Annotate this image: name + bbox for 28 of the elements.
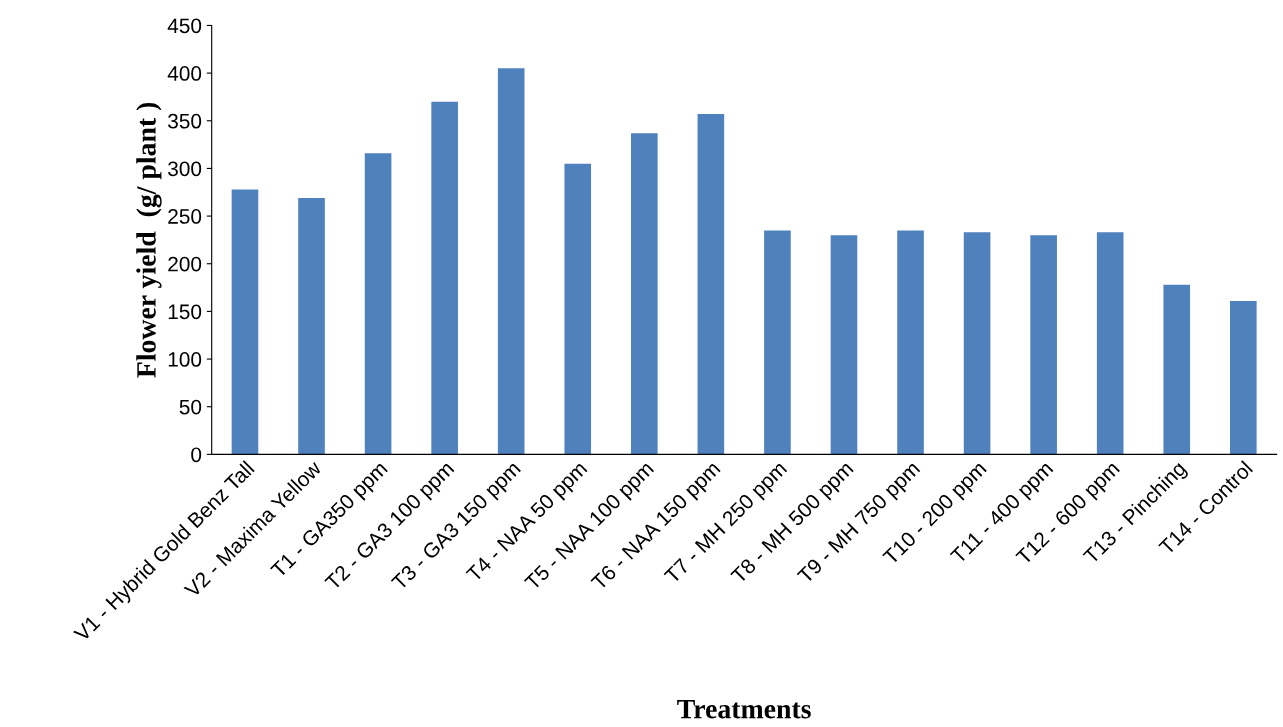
bar bbox=[298, 197, 325, 455]
y-tick-label: 450 bbox=[167, 18, 202, 34]
bar bbox=[564, 163, 592, 455]
bar bbox=[631, 133, 658, 455]
bar bbox=[1030, 235, 1057, 455]
y-tick-label: 150 bbox=[168, 304, 202, 320]
bar bbox=[897, 230, 924, 455]
bar bbox=[963, 232, 991, 455]
bar bbox=[1163, 284, 1191, 455]
y-tick-label: 400 bbox=[167, 66, 202, 81]
y-axis-title: Flower yield (g/ plant ) bbox=[136, 102, 162, 378]
bar bbox=[431, 101, 458, 455]
y-tick-label: 200 bbox=[168, 256, 202, 272]
y-tick-label: 300 bbox=[168, 161, 202, 177]
y-tick-label: 350 bbox=[168, 113, 202, 129]
x-axis-title: Treatments bbox=[677, 699, 811, 719]
bar bbox=[231, 189, 259, 455]
bar bbox=[697, 114, 725, 455]
bar bbox=[764, 230, 791, 455]
y-tick-label: 0 bbox=[191, 447, 202, 463]
bar bbox=[1096, 232, 1124, 455]
y-tick-label: 50 bbox=[179, 399, 202, 415]
y-tick-label: 100 bbox=[168, 352, 202, 367]
y-tick-label: 250 bbox=[168, 209, 202, 224]
bar bbox=[830, 235, 858, 455]
bar bbox=[497, 68, 525, 455]
bar bbox=[364, 153, 392, 455]
bar bbox=[1230, 300, 1257, 455]
